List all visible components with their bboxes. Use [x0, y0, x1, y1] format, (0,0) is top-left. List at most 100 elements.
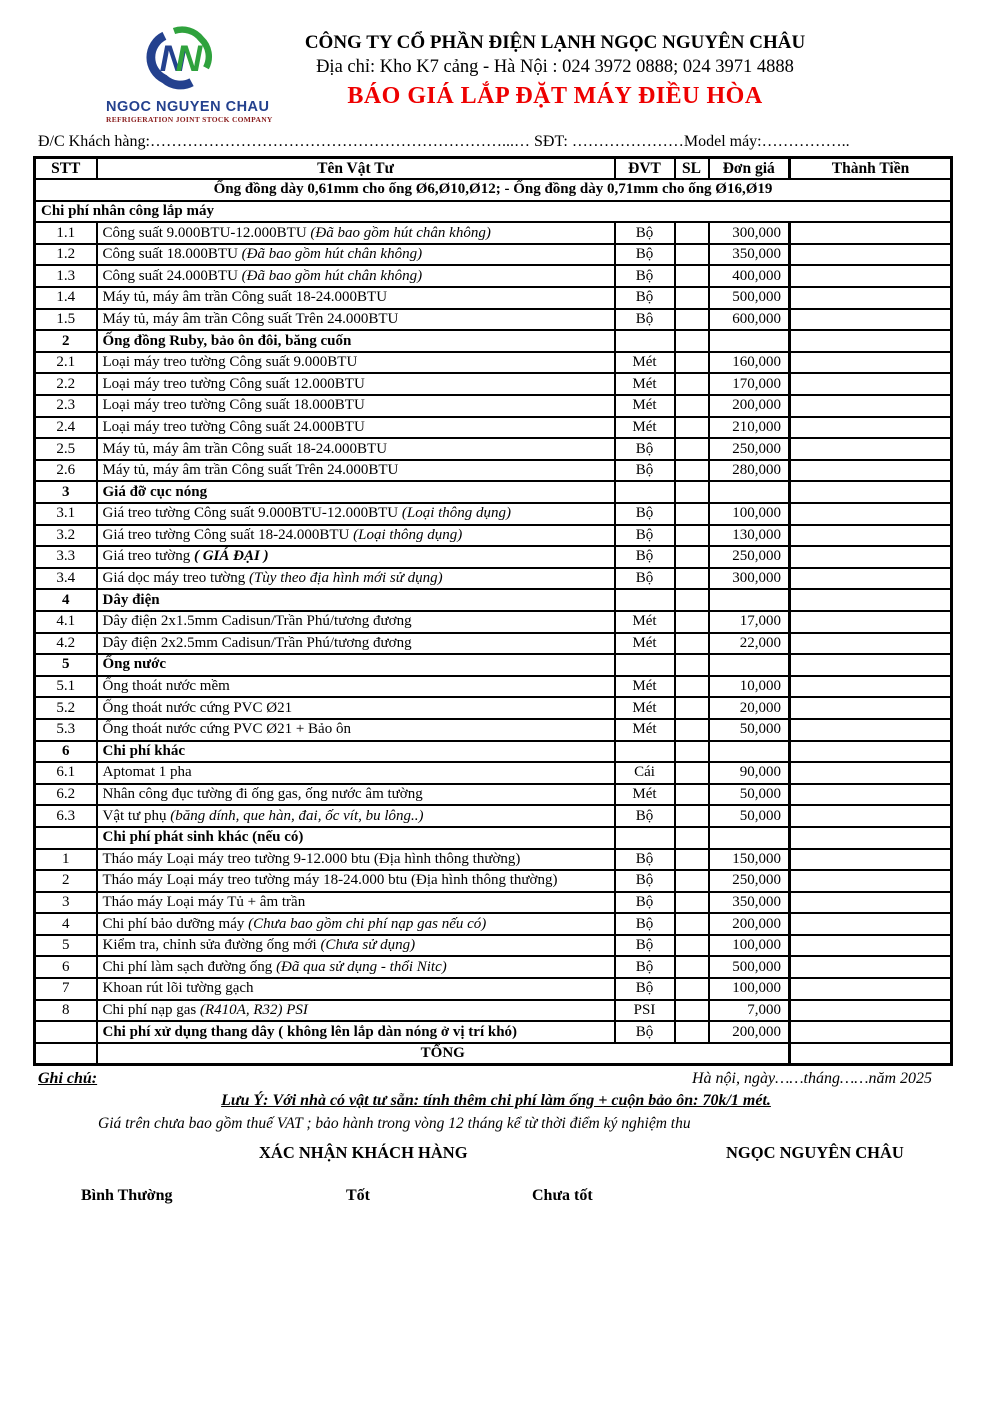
item-name: Khoan rút lõi tường gạch	[102, 980, 254, 997]
unit-cell: Cái	[613, 761, 676, 785]
price-cell: 200,000	[707, 394, 791, 418]
qty-cell	[673, 242, 710, 267]
qty-cell	[673, 458, 710, 483]
stt-cell: 1	[33, 847, 98, 872]
price-cell	[707, 480, 791, 504]
item-name: Chi phí nạp gas	[102, 1001, 200, 1018]
stt-cell: 3.4	[33, 566, 98, 591]
name-cell: Tháo máy Loại máy treo tường 9-12.000 bt…	[95, 847, 616, 872]
qty-cell	[673, 890, 710, 915]
qty-cell	[673, 437, 710, 461]
col-header-stt: STT	[33, 156, 98, 181]
unit-cell: Bộ	[613, 847, 676, 872]
table-row: 2.5 Máy tủ, máy âm trần Công suất 18-24.0…	[33, 437, 953, 461]
item-name: Tháo máy Loại máy treo tường máy 18-24.0…	[102, 872, 558, 889]
span-cell: Ống đồng dày 0,61mm cho ống Ø6,Ø10,Ø12; …	[33, 178, 953, 202]
total-cell	[788, 480, 953, 504]
document-header: N N NGOC NGUYEN CHAU REFRIGERATION JOINT…	[0, 0, 992, 124]
price-cell: 50,000	[707, 804, 791, 828]
name-cell: Máy tủ, máy âm trần Công suất 18-24.000B…	[95, 437, 616, 461]
item-name: Tháo máy Loại máy Tủ + âm trần	[102, 893, 306, 910]
item-name: Ống thoát nước cứng PVC Ø21 + Bảo ôn	[102, 721, 351, 738]
name-cell: Ống thoát nước cứng PVC Ø21	[95, 696, 616, 720]
item-name: Giá treo tường	[102, 548, 194, 565]
price-cell: 300,000	[707, 221, 791, 245]
price-cell: 400,000	[707, 264, 791, 289]
unit-cell: Mét	[613, 350, 676, 375]
unit-cell: PSI	[613, 998, 676, 1023]
total-cell	[788, 912, 953, 936]
price-cell: 280,000	[707, 458, 791, 483]
qty-cell	[673, 609, 710, 634]
price-cell: 500,000	[707, 286, 791, 310]
price-cell: 250,000	[707, 545, 791, 569]
name-cell: Công suất 18.000BTU (Đã bao gồm hút chân…	[95, 242, 616, 267]
stt-cell: 3.1	[33, 502, 98, 526]
stt-cell: 2	[33, 869, 98, 893]
table-row: 8 Chi phí nạp gas (R410A, R32) PSI PSI 7,00…	[33, 998, 953, 1023]
company-logo: N N NGOC NGUYEN CHAU REFRIGERATION JOINT…	[106, 26, 272, 124]
price-cell: 210,000	[707, 415, 791, 440]
price-cell	[707, 329, 791, 353]
table-row: 4 Chi phí bảo dưỡng máy (Chưa bao gồm chi…	[33, 912, 953, 936]
price-cell	[707, 653, 791, 677]
total-cell	[788, 890, 953, 915]
item-note: (Đã bao gồm hút chân không)	[241, 246, 423, 263]
item-name: Ống nước	[102, 656, 167, 673]
price-cell: 500,000	[707, 955, 791, 980]
total-cell	[788, 545, 953, 569]
price-cell: 20,000	[707, 696, 791, 720]
item-name: Loại máy treo tường Công suất 9.000BTU	[102, 354, 358, 371]
warning-line: Lưu Ý: Với nhà có vật tư sẵn: tính thêm …	[221, 1091, 771, 1109]
table-row: 2.6 Máy tủ, máy âm trần Công suất Trên 24…	[33, 458, 953, 483]
unit-cell	[613, 825, 676, 850]
qty-cell	[673, 998, 710, 1023]
sign-customer-label: XÁC NHẬN KHÁCH HÀNG	[259, 1142, 468, 1162]
item-name: Aptomat 1 pha	[102, 764, 192, 781]
price-cell: 250,000	[707, 437, 791, 461]
table-row: 4.1 Dây điện 2x1.5mm Cadisun/Trần Phú/tươ…	[33, 609, 953, 634]
total-cell	[788, 350, 953, 375]
name-cell: Chi phí khác	[95, 739, 616, 764]
unit-cell: Bộ	[613, 437, 676, 461]
total-cell	[788, 674, 953, 699]
table-row: 1.3 Công suất 24.000BTU (Đã bao gồm hút c…	[33, 264, 953, 289]
phone-label: SĐT:	[529, 133, 572, 150]
table-row: Chi phí xử dụng thang dây ( không lên lắ…	[33, 1020, 953, 1044]
qty-cell	[673, 372, 710, 397]
item-name: Vật tư phụ	[102, 807, 171, 824]
name-cell: Công suất 9.000BTU-12.000BTU (Đã bao gồm…	[95, 221, 616, 245]
stt-cell: 3	[33, 480, 98, 504]
total-cell	[788, 242, 953, 267]
item-note: (Đã bao gồm hút chân không)	[241, 267, 423, 284]
total-cell	[788, 264, 953, 289]
name-cell: Ống thoát nước mềm	[95, 674, 616, 699]
total-cell	[788, 221, 953, 245]
stt-cell: 1.5	[33, 307, 98, 332]
stt-cell: 5.2	[33, 696, 98, 720]
signature-row: XÁC NHẬN KHÁCH HÀNG NGỌC NGUYÊN CHÂU	[0, 1143, 992, 1165]
total-cell	[788, 286, 953, 310]
item-note: (Chưa sử dụng)	[320, 937, 416, 954]
item-name: Loại máy treo tường Công suất 24.000BTU	[102, 418, 365, 435]
unit-cell: Bộ	[613, 523, 676, 548]
qty-cell	[673, 955, 710, 980]
stt-cell: 6.1	[33, 761, 98, 785]
phone-dots: …………………	[571, 133, 684, 150]
price-cell: 17,000	[707, 609, 791, 634]
unit-cell: Bộ	[613, 307, 676, 332]
model-label: Model máy:	[683, 133, 762, 150]
qty-cell	[673, 1020, 710, 1044]
header-center: CÔNG TY CỔ PHẦN ĐIỆN LẠNH NGỌC NGUYÊN CH…	[258, 26, 952, 124]
sign-company-label: NGỌC NGUYÊN CHÂU	[726, 1142, 904, 1162]
item-name: Dây điện 2x2.5mm Cadisun/Trần Phú/tương …	[102, 634, 412, 651]
price-cell: 200,000	[707, 1020, 791, 1044]
name-cell: Giá dọc máy treo tường (Tùy theo địa hìn…	[95, 566, 616, 591]
total-cell	[788, 631, 953, 656]
unit-cell: Mét	[613, 696, 676, 720]
logo-nn-icon: N N	[146, 26, 212, 90]
qty-cell	[673, 933, 710, 958]
total-cell	[788, 847, 953, 872]
total-cell	[788, 653, 953, 677]
stt-cell: 2	[33, 329, 98, 353]
